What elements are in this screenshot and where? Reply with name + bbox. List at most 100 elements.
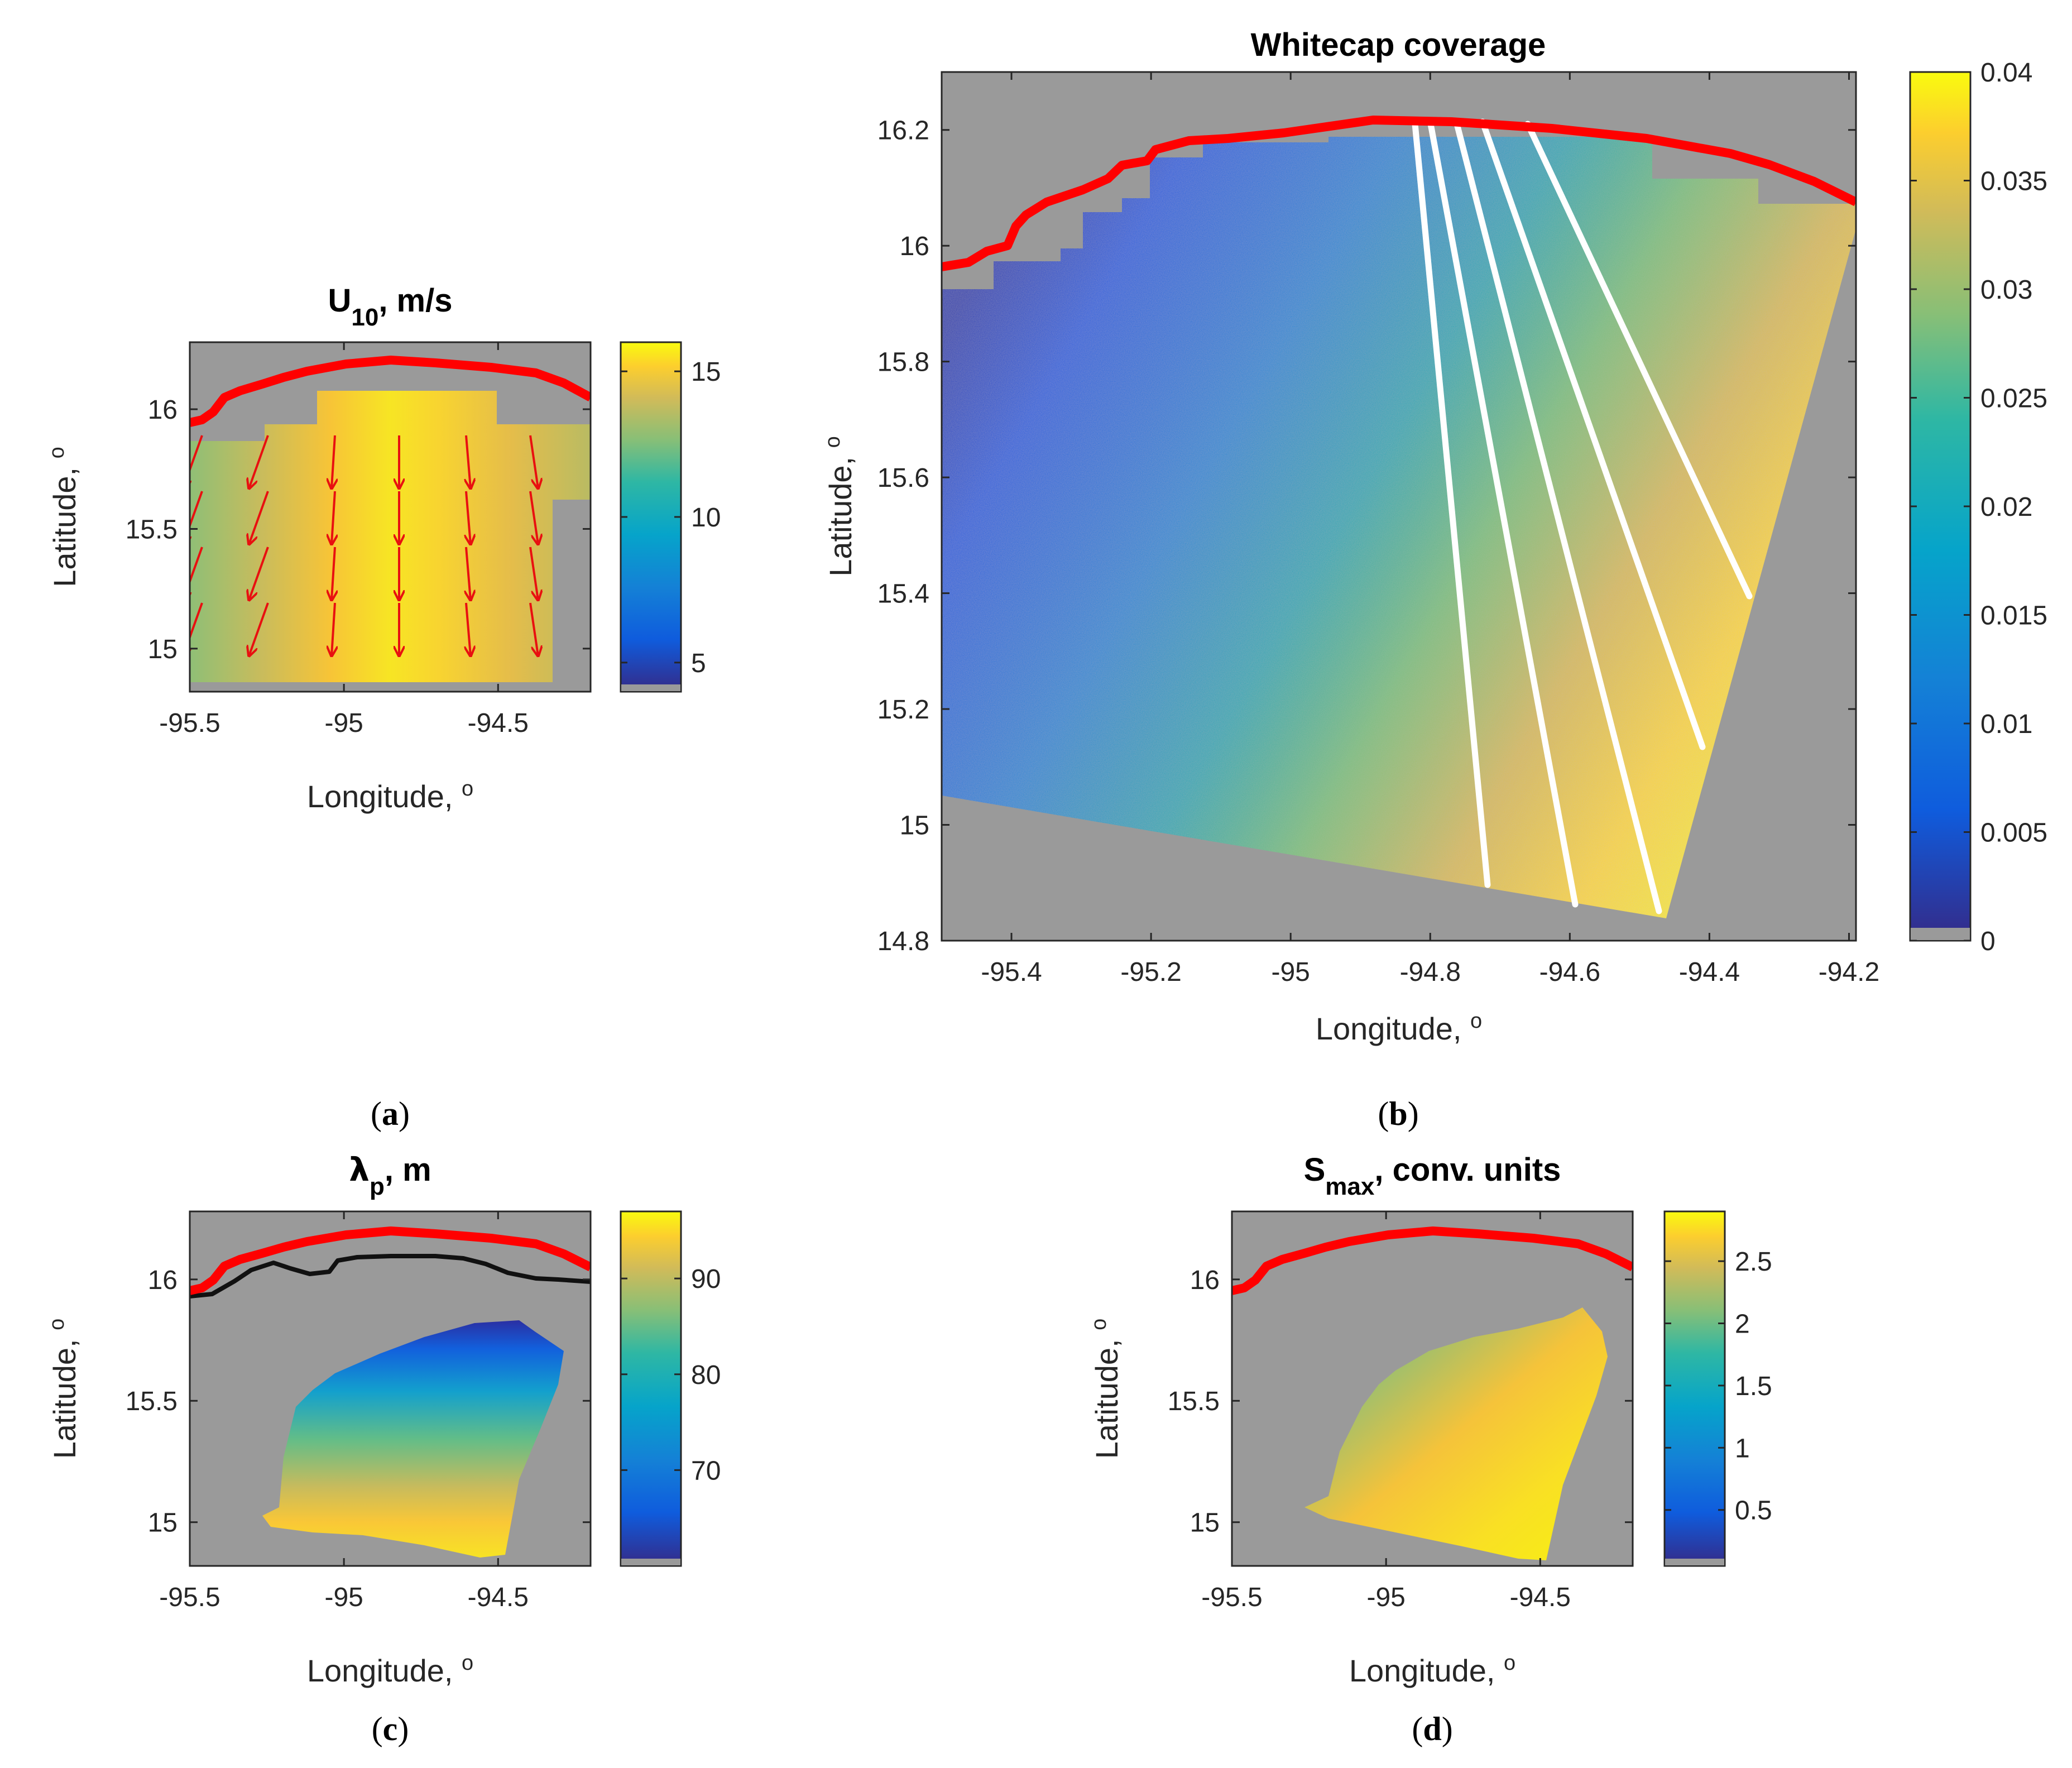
x-axis-degree: o [462,777,473,801]
wind-arrow [592,435,599,488]
panel-a-colorbar [620,341,682,693]
panel-c-colorbar-nan-swatch [621,1559,680,1565]
x-tick-label: -94.5 [468,1583,529,1612]
y-tick-label: 15.5 [126,1387,178,1416]
colorbar-tick-label: 5 [691,649,706,678]
wind-arrow [529,491,538,544]
y-tick-label: 15.5 [1168,1387,1220,1416]
x-tick-label: -95 [324,708,363,738]
panel-b-colorbar-nan-swatch [1911,928,1970,940]
wind-arrow [529,435,538,488]
wind-arrow [529,547,538,600]
panel-d-colorbar-nan-swatch [1665,1559,1724,1565]
panel-a: U10, m/s -95.5 -95 -94.5 15 15.5 16 Longitude,… [45,282,721,814]
colorbar-tick-label: 0 [1980,927,1996,956]
wind-arrow [529,602,538,656]
y-tick-label: 15 [148,635,178,664]
panel-b-plot-frame [941,71,1857,942]
colorbar-tick-label: 0.5 [1735,1496,1772,1526]
colorbar-tick-label: 0.04 [1980,58,2032,88]
panel-c-title: λp, m [349,1151,431,1200]
wind-arrow [466,547,471,600]
x-axis-label: Longitude, o [307,777,473,814]
panel-b-axes: -95.4 -95.2 -95 -94.8 -94.6 -94.4 -94.2 14.8 15 1… [821,72,1879,1046]
panel-a-subplot-label: (a) [371,1095,410,1132]
colorbar-tick-label: 0.015 [1980,601,2047,631]
panel-d-title: Smax, conv. units [1304,1152,1561,1200]
panel-b-colorbar-ticks: 0 0.005 0.01 0.015 0.02 0.025 0.03 0.035 0.04 [1910,58,2047,956]
x-tick-label: -94.5 [1510,1583,1571,1612]
colorbar-tick-label: 10 [691,503,721,533]
x-tick-label: -95.2 [1120,957,1181,987]
panel-d-colorbar [1663,1210,1726,1567]
panel-c-subplot-label: (c) [372,1710,409,1747]
panel-b-title: Whitecap coverage [1251,27,1546,63]
panel-d-coastline [1232,1226,1633,1295]
wind-arrow [249,602,269,656]
panel-d: Smax, conv. units -95.5 -95 -94.5 15 15.5 16 L… [1087,1152,1772,1688]
x-tick-label: -95 [324,1583,363,1612]
panel-d-subplot-label: (d) [1412,1710,1452,1747]
panel-d-colorbar-ticks: 0.5 1 1.5 2 2.5 [1665,1247,1772,1526]
panel-c-wavelength-field [262,1320,564,1558]
colorbar-tick-label: 90 [691,1264,721,1294]
y-tick-label: 15.6 [877,463,929,493]
panel-b-track-2 [1427,121,1579,908]
x-axis-degree: o [1504,1651,1515,1675]
panel-c-contour-line [190,1254,591,1299]
wind-arrow [249,491,269,544]
panel-a-colorbar-nan-swatch [621,684,680,691]
colorbar-tick-label: 0.01 [1980,710,2032,739]
y-axis-label: Latitude, o [45,447,82,587]
x-axis-degree: o [1470,1009,1482,1033]
colorbar-tick-label: 2.5 [1735,1247,1772,1277]
x-tick-label: -95.5 [159,708,220,738]
colorbar-tick-label: 0.03 [1980,275,2032,305]
y-tick-label: 16 [900,232,929,261]
colorbar-tick-label: 0.025 [1980,384,2047,414]
x-tick-label: -95 [1366,1583,1405,1612]
wind-arrow [466,491,471,544]
panel-b-coastline [942,116,1856,271]
y-tick-label: 15 [900,811,929,841]
y-tick-label: 15.8 [877,348,929,377]
panel-b-subplot-label: (b) [1378,1095,1418,1132]
wind-arrow [249,435,269,488]
panel-c-axes: -95.5 -95 -94.5 15 15.5 16 Longitude, o Latitud… [45,1211,591,1688]
x-axis-label: Longitude, o [1349,1651,1515,1688]
colorbar-tick-label: 2 [1735,1310,1750,1339]
colorbar-tick-label: 0.005 [1980,818,2047,848]
x-tick-label: -94.8 [1400,957,1461,987]
colorbar-tick-label: 0.02 [1980,492,2032,522]
y-tick-label: 16 [1190,1266,1220,1295]
x-tick-label: -95 [1272,957,1310,987]
x-tick-label: -94.4 [1679,957,1740,987]
panel-b: Whitecap coverage -95.4 -95.2 -95 -94.8 -94.… [821,27,2047,1046]
wind-arrow [332,547,335,600]
panel-b-tracks [1412,118,1753,914]
x-axis-label: Longitude, o [307,1651,473,1688]
panel-c-coastline [190,1226,591,1295]
panel-a-colorbar-ticks: 5 10 15 [621,357,721,678]
y-tick-label: 14.8 [877,927,929,956]
y-tick-label: 15 [148,1508,178,1538]
wind-arrow [190,435,203,488]
panel-a-coastline [190,356,591,427]
panel-b-colorbar [1909,71,1972,942]
x-tick-label: -94.6 [1539,957,1600,987]
x-tick-label: -94.2 [1819,957,1879,987]
y-tick-label: 15 [1190,1508,1220,1538]
panel-c-colorbar-ticks: 70 80 90 [621,1264,721,1486]
panel-c: λp, m -95.5 -95 -94.5 15 15.5 16 Longitude, o L… [45,1151,721,1688]
panel-a-wind-arrows [190,435,599,656]
panel-b-track-1 [1412,121,1491,888]
y-tick-label: 16 [148,1266,178,1295]
colorbar-tick-label: 1.5 [1735,1372,1772,1401]
y-axis-degree: o [45,1319,69,1330]
colorbar-tick-label: 1 [1735,1434,1750,1463]
panel-d-axes: -95.5 -95 -94.5 15 15.5 16 Longitude, o Latitud… [1087,1211,1633,1688]
panel-b-track-5 [1524,121,1753,600]
x-axis-degree: o [462,1651,473,1675]
y-tick-label: 15.5 [126,515,178,544]
